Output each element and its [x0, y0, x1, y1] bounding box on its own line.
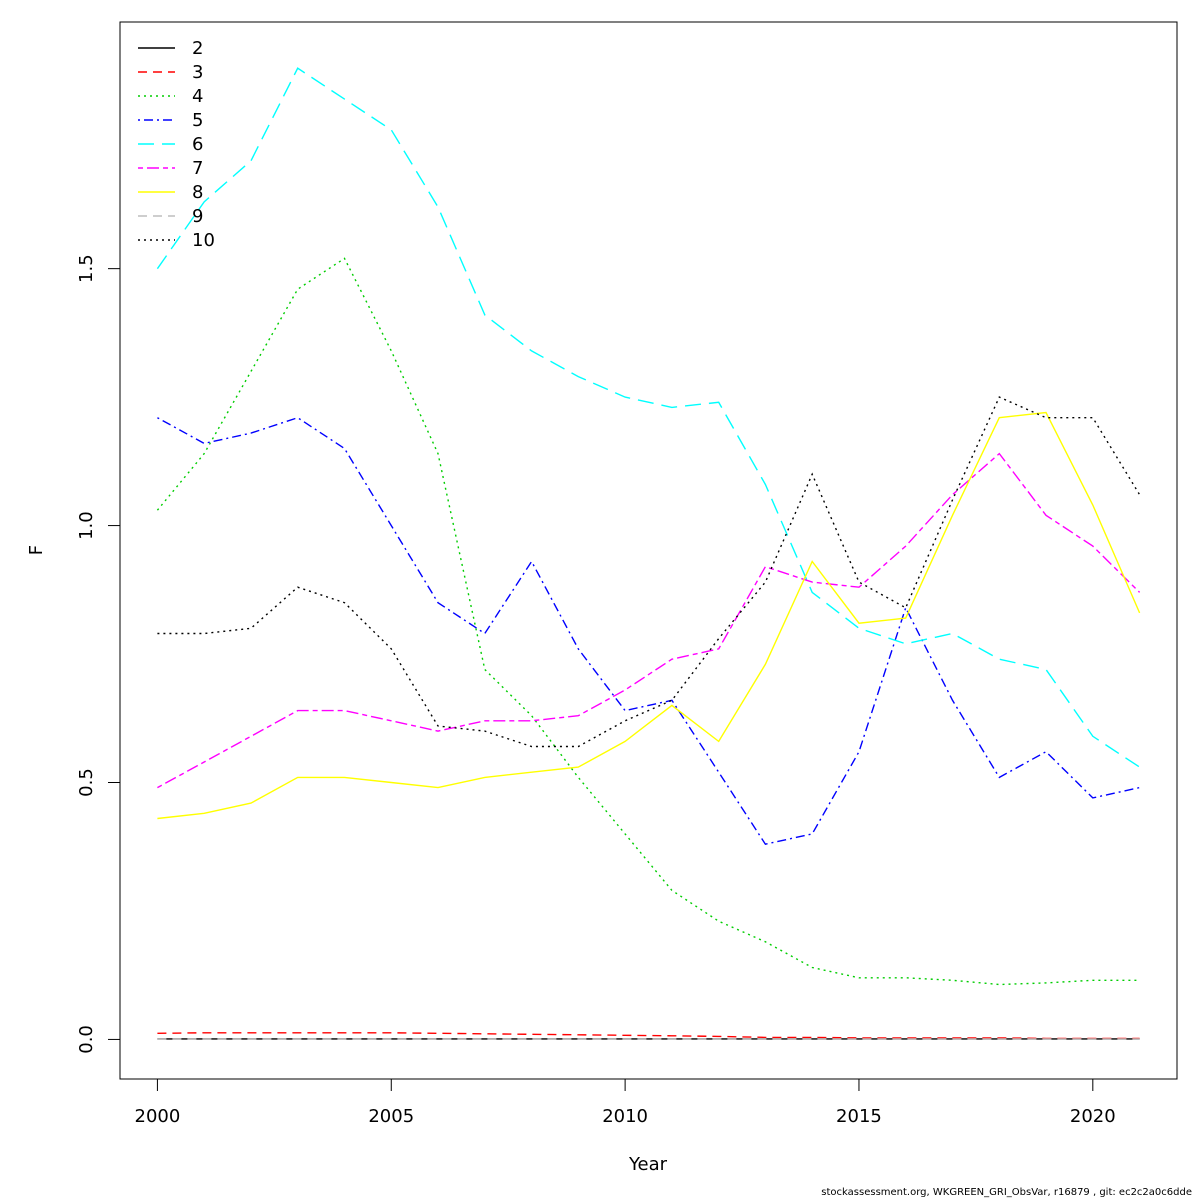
axes: 2000 2005 2010 2015 2020 0.0 0.5 1.0 1.5 — [76, 254, 1116, 1127]
legend-label-3: 3 — [192, 62, 203, 83]
series-line-6 — [156, 67, 1140, 768]
legend-label-2: 2 — [192, 38, 203, 59]
y-tick-label: 0.5 — [76, 768, 97, 797]
y-tick-label: 0.0 — [76, 1025, 97, 1054]
plot-frame — [119, 21, 1178, 1080]
legend: 2 3 4 5 6 7 8 9 10 — [138, 38, 215, 251]
footer-credit: stockassessment.org, WKGREEN_GRI_ObsVar,… — [821, 1187, 1192, 1198]
y-tick-label: 1.5 — [76, 254, 97, 283]
series-line-5 — [157, 416, 1140, 845]
legend-label-10: 10 — [192, 230, 215, 251]
legend-label-7: 7 — [192, 158, 203, 179]
series-line-10 — [157, 396, 1141, 748]
legend-label-8: 8 — [192, 182, 203, 203]
legend-label-6: 6 — [192, 134, 203, 155]
legend-label-5: 5 — [192, 110, 203, 131]
legend-label-9: 9 — [192, 206, 203, 227]
y-axis-label: F — [26, 545, 47, 555]
x-axis-label: Year — [628, 1154, 668, 1175]
x-tick-label: 2015 — [836, 1106, 882, 1127]
y-tick-label: 1.0 — [76, 511, 97, 540]
legend-label-4: 4 — [192, 86, 203, 107]
series-layer — [156, 67, 1141, 1040]
series-line-4 — [156, 257, 1140, 986]
series-line-8 — [157, 411, 1141, 820]
x-tick-label: 2005 — [368, 1106, 414, 1127]
x-tick-label: 2000 — [135, 1106, 181, 1127]
series-line-3 — [157, 1032, 1140, 1040]
x-tick-label: 2010 — [602, 1106, 648, 1127]
series-line-7 — [157, 452, 1141, 789]
x-tick-label: 2020 — [1070, 1106, 1116, 1127]
